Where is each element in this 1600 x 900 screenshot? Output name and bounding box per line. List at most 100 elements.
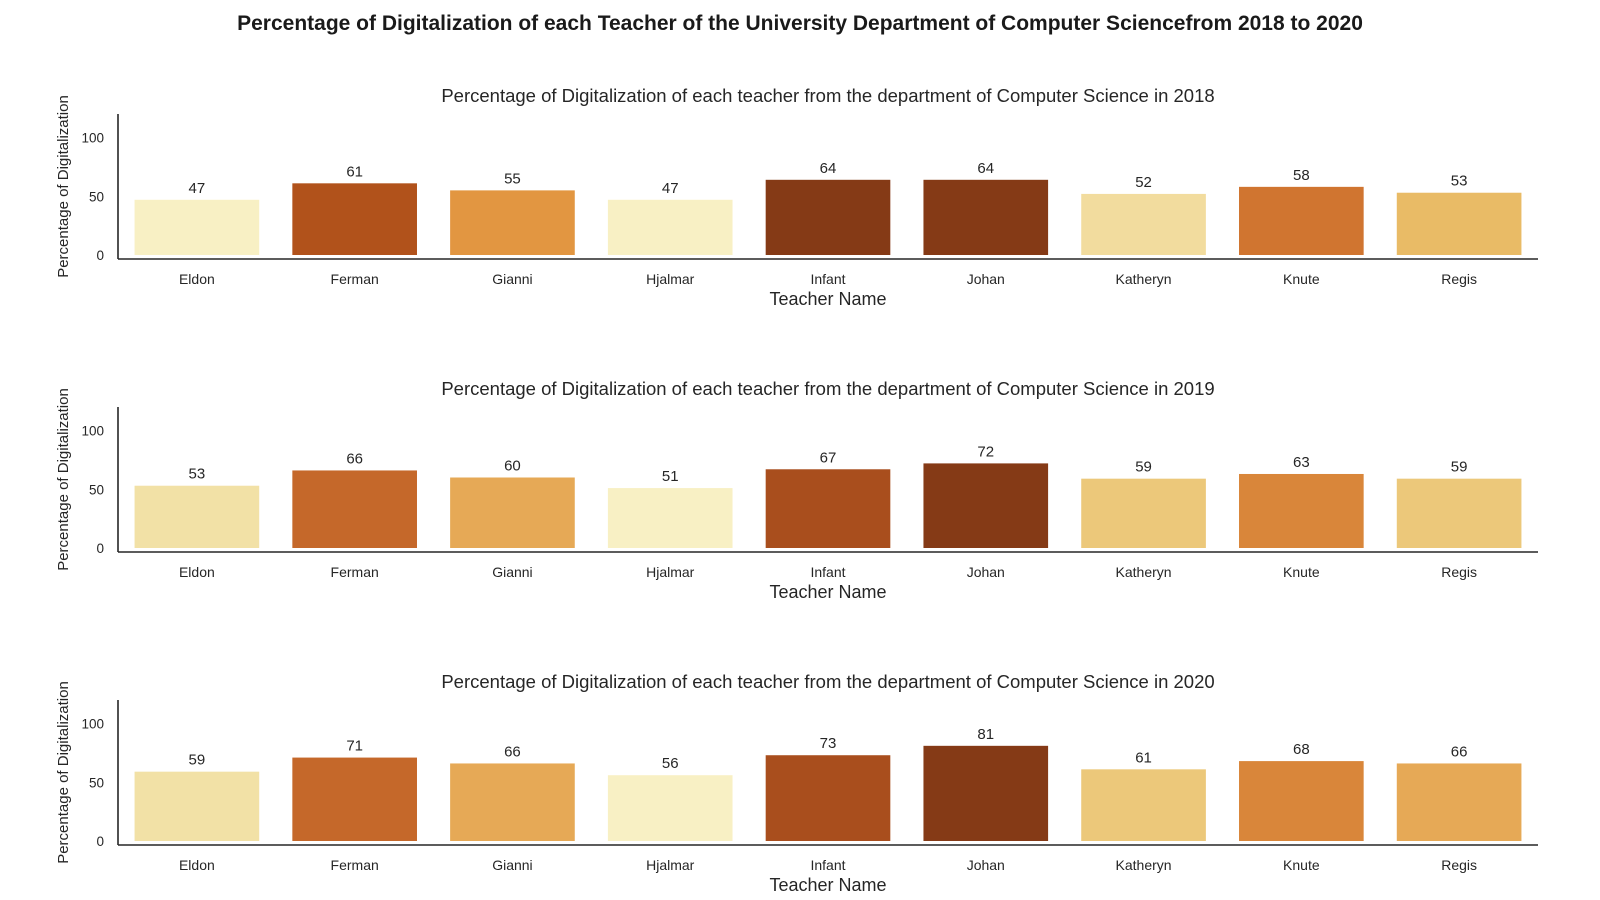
x-tick-label: Katheryn	[1116, 271, 1172, 287]
bar-value-label: 66	[346, 450, 363, 467]
subplot-title: Percentage of Digitalization of each tea…	[441, 378, 1214, 399]
y-axis-label: Percentage of Digitalization	[55, 388, 72, 571]
bar-value-label: 66	[1451, 743, 1468, 760]
y-tick-label: 50	[89, 189, 104, 204]
bar-value-label: 59	[1451, 459, 1468, 476]
x-tick-label: Gianni	[492, 564, 532, 580]
bar	[1396, 192, 1522, 255]
bar-value-label: 66	[504, 743, 521, 760]
bar-value-label: 53	[189, 466, 206, 483]
bar-value-label: 55	[504, 170, 521, 187]
bar	[292, 470, 417, 548]
x-tick-label: Hjalmar	[646, 564, 695, 580]
y-tick-label: 0	[96, 834, 104, 849]
bar	[765, 179, 891, 255]
bar	[923, 179, 1049, 255]
bar-value-label: 72	[977, 443, 994, 460]
bar	[607, 488, 733, 548]
x-tick-label: Eldon	[179, 857, 215, 873]
y-tick-label: 50	[89, 482, 104, 497]
x-tick-label: Johan	[967, 271, 1005, 287]
bar	[1081, 478, 1206, 548]
y-axis-label: Percentage of Digitalization	[55, 681, 72, 864]
x-tick-label: Knute	[1283, 564, 1320, 580]
bar	[765, 755, 891, 841]
bar	[607, 199, 733, 255]
bar	[134, 199, 260, 255]
x-tick-label: Regis	[1441, 564, 1477, 580]
bar-value-label: 73	[820, 735, 837, 752]
figure-title: Percentage of Digitalization of each Tea…	[237, 12, 1363, 35]
x-tick-label: Katheryn	[1116, 857, 1172, 873]
y-tick-label: 100	[81, 424, 104, 439]
bar-value-label: 68	[1293, 741, 1310, 758]
bar-value-label: 81	[977, 726, 994, 743]
bar	[1396, 763, 1522, 841]
bar-value-label: 61	[1135, 749, 1152, 766]
bar-value-label: 51	[662, 468, 679, 485]
bar-value-label: 52	[1135, 174, 1152, 191]
y-tick-label: 100	[81, 131, 104, 146]
y-tick-label: 0	[96, 248, 104, 263]
bar	[607, 775, 733, 841]
x-tick-label: Infant	[810, 857, 845, 873]
bar	[923, 745, 1049, 841]
x-axis-label: Teacher Name	[769, 875, 886, 895]
x-tick-label: Johan	[967, 564, 1005, 580]
bar	[450, 763, 575, 841]
bar-value-label: 59	[189, 752, 206, 769]
subplot-title: Percentage of Digitalization of each tea…	[441, 85, 1214, 106]
x-tick-label: Ferman	[331, 857, 379, 873]
x-tick-label: Regis	[1441, 271, 1477, 287]
x-tick-label: Gianni	[492, 271, 532, 287]
x-tick-label: Eldon	[179, 564, 215, 580]
bar	[134, 485, 260, 548]
bar-value-label: 58	[1293, 167, 1310, 184]
y-tick-label: 100	[81, 717, 104, 732]
x-axis-label: Teacher Name	[769, 289, 886, 309]
bar-value-label: 53	[1451, 173, 1468, 190]
x-axis-label: Teacher Name	[769, 582, 886, 602]
bar	[765, 469, 891, 548]
bar	[134, 771, 260, 841]
subplot-title: Percentage of Digitalization of each tea…	[441, 671, 1214, 692]
bar	[1081, 193, 1206, 255]
bar-value-label: 60	[504, 458, 521, 475]
bar-value-label: 59	[1135, 459, 1152, 476]
x-tick-label: Hjalmar	[646, 857, 695, 873]
bar	[450, 477, 575, 548]
bar-value-label: 47	[189, 180, 206, 197]
bar-value-label: 67	[820, 449, 837, 466]
x-tick-label: Infant	[810, 271, 845, 287]
bar-value-label: 64	[820, 160, 837, 177]
bar	[292, 757, 417, 841]
bar-value-label: 63	[1293, 454, 1310, 471]
bar	[1081, 769, 1206, 841]
bar	[1396, 478, 1522, 548]
x-tick-label: Infant	[810, 564, 845, 580]
x-tick-label: Eldon	[179, 271, 215, 287]
bar-value-label: 71	[346, 738, 363, 755]
bar	[1239, 473, 1364, 548]
y-tick-label: 50	[89, 775, 104, 790]
y-axis-label: Percentage of Digitalization	[55, 95, 72, 278]
x-tick-label: Katheryn	[1116, 564, 1172, 580]
x-tick-label: Regis	[1441, 857, 1477, 873]
bar	[1239, 761, 1364, 841]
bar-value-label: 61	[346, 163, 363, 180]
y-tick-label: 0	[96, 541, 104, 556]
bar	[1239, 186, 1364, 255]
bar-value-label: 56	[662, 755, 679, 772]
bar	[923, 463, 1049, 548]
x-tick-label: Knute	[1283, 271, 1320, 287]
bar	[450, 190, 575, 255]
x-tick-label: Ferman	[331, 564, 379, 580]
x-tick-label: Ferman	[331, 271, 379, 287]
bar	[292, 183, 417, 255]
x-tick-label: Hjalmar	[646, 271, 695, 287]
x-tick-label: Knute	[1283, 857, 1320, 873]
bar-value-label: 64	[977, 160, 994, 177]
x-tick-label: Gianni	[492, 857, 532, 873]
x-tick-label: Johan	[967, 857, 1005, 873]
